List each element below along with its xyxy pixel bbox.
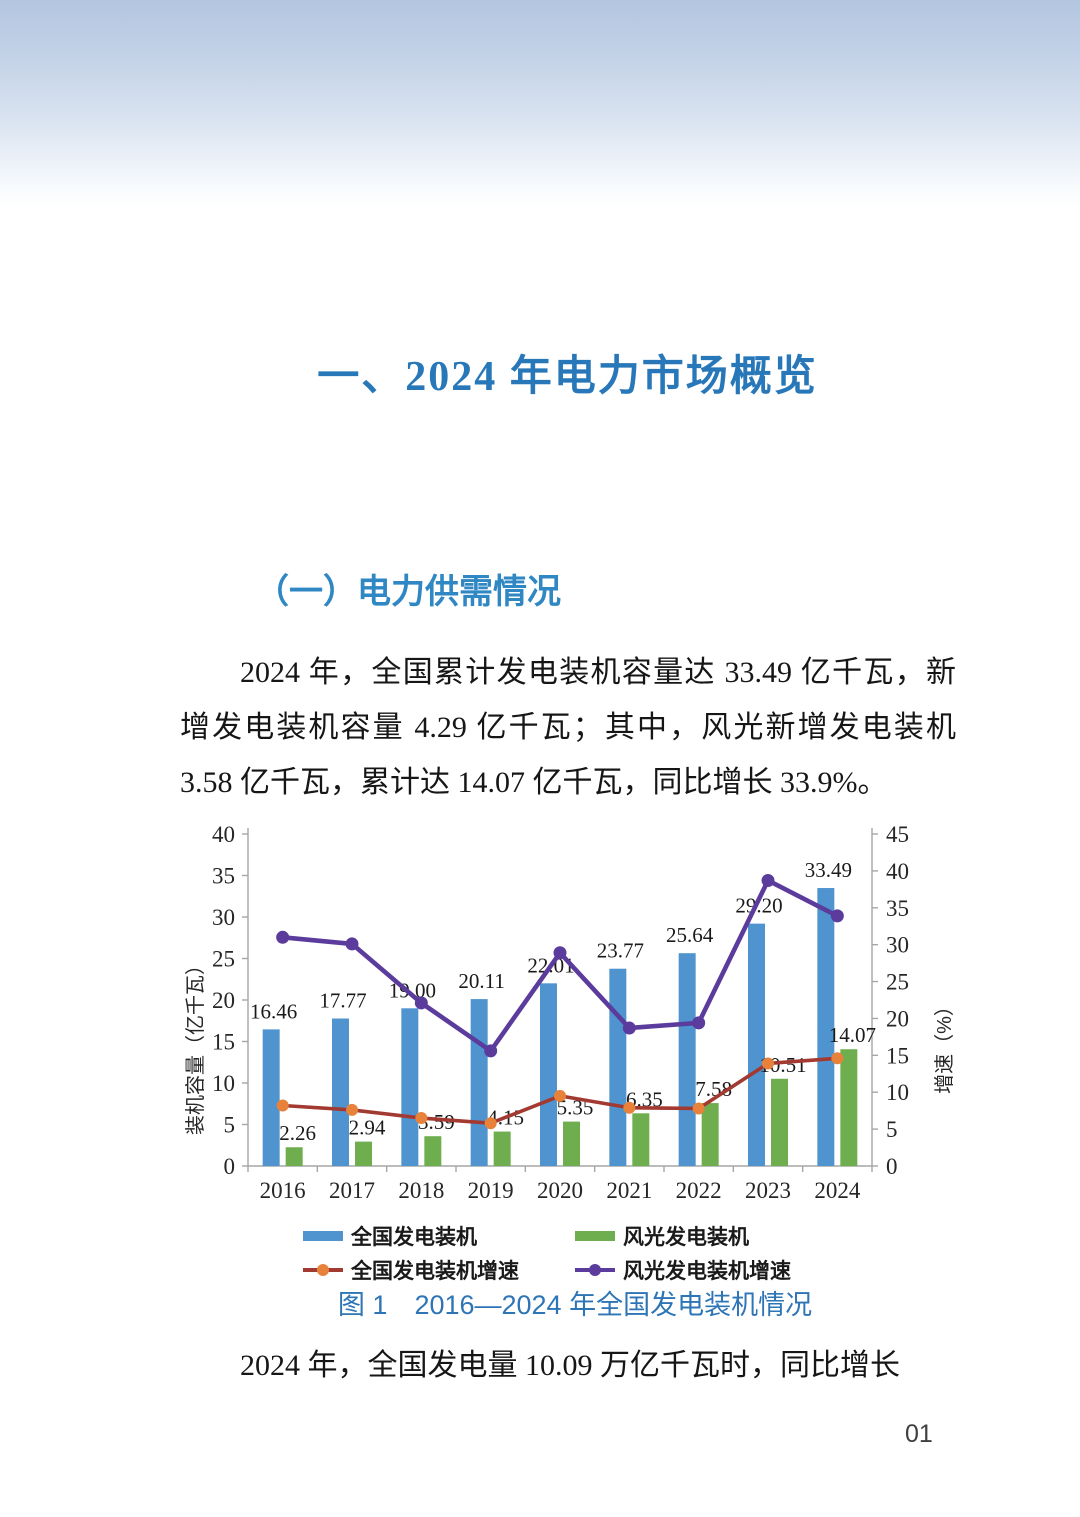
svg-text:2023: 2023 [745,1178,791,1203]
legend-item-windsolar-growth: 风光发电装机增速 [575,1255,847,1285]
svg-text:2016: 2016 [260,1178,306,1203]
paragraph-supply-demand: 2024 年，全国累计发电装机容量达 33.49 亿千瓦，新增发电装机容量 4.… [180,656,956,799]
svg-text:2020: 2020 [537,1178,583,1203]
legend-label: 全国发电装机增速 [351,1260,519,1283]
page-title: 一、2024 年电力市场概览 [317,354,818,400]
svg-text:20: 20 [886,1006,909,1031]
svg-text:10: 10 [886,1080,909,1105]
svg-text:2024: 2024 [814,1178,861,1203]
svg-text:40: 40 [212,822,235,847]
svg-text:25: 25 [886,970,909,995]
svg-text:23.77: 23.77 [597,939,644,963]
legend-row-bars: 全国发电装机 风光发电装机 [185,1221,965,1251]
svg-text:2018: 2018 [398,1178,444,1203]
svg-text:30: 30 [212,905,235,930]
bar-swatch-green-icon [575,1231,615,1241]
svg-text:2021: 2021 [606,1178,652,1203]
svg-text:0: 0 [224,1154,236,1179]
section-heading: （一）电力供需情况 [255,573,561,611]
page-number: 01 [905,1420,933,1448]
line-swatch-red-icon [303,1264,343,1276]
svg-text:2022: 2022 [676,1178,722,1203]
svg-text:10: 10 [212,1071,235,1096]
svg-text:25.64: 25.64 [666,923,714,947]
header-gradient-band [0,0,1080,208]
svg-text:2.26: 2.26 [279,1121,316,1145]
svg-text:20: 20 [212,988,235,1013]
chart-legend: 全国发电装机 风光发电装机 全国发电装机增速 风光发电装机增速 [185,1221,965,1285]
svg-text:0: 0 [886,1154,898,1179]
svg-text:30: 30 [886,933,909,958]
svg-text:5: 5 [224,1113,236,1138]
svg-text:2017: 2017 [329,1178,375,1203]
svg-text:15: 15 [212,1030,235,1055]
svg-text:20.11: 20.11 [458,969,504,993]
svg-text:33.49: 33.49 [805,858,852,882]
legend-item-national-growth: 全国发电装机增速 [303,1255,575,1285]
legend-item-windsolar-capacity: 风光发电装机 [575,1221,847,1251]
svg-text:35: 35 [886,896,909,921]
svg-text:装机容量（亿千瓦）: 装机容量（亿千瓦） [185,955,207,1135]
svg-text:2.94: 2.94 [349,1116,386,1140]
svg-text:17.77: 17.77 [319,989,366,1013]
svg-text:16.46: 16.46 [250,999,297,1023]
svg-text:40: 40 [886,859,909,884]
svg-text:15: 15 [886,1043,909,1068]
paragraph-generation: 2024 年，全国发电量 10.09 万亿千瓦时，同比增长 [240,1349,900,1382]
svg-text:2019: 2019 [468,1178,514,1203]
svg-text:5: 5 [886,1117,898,1142]
legend-row-lines: 全国发电装机增速 风光发电装机增速 [185,1255,965,1285]
figure-caption: 图 1 2016—2024 年全国发电装机情况 [337,1290,813,1320]
legend-item-national-capacity: 全国发电装机 [303,1221,575,1251]
svg-text:45: 45 [886,822,909,847]
svg-text:14.07: 14.07 [829,1023,876,1047]
legend-label: 风光发电装机增速 [623,1260,791,1283]
combo-chart-canvas: 0 5 10 15 20 25 30 35 40 0 5 10 15 20 25 30 35 40 45 2016 20… [184,822,956,1203]
svg-text:35: 35 [212,864,235,889]
legend-label: 全国发电装机 [351,1226,477,1249]
bar-swatch-blue-icon [303,1231,343,1241]
installed-capacity-chart: 0 5 10 15 20 25 30 35 40 0 5 10 15 20 25 30 35 40 45 2016 20… [184,820,965,1285]
svg-text:25: 25 [212,947,235,972]
legend-label: 风光发电装机 [623,1226,749,1249]
svg-text:增速（%）: 增速（%） [933,996,956,1094]
line-swatch-purple-icon [575,1264,615,1276]
